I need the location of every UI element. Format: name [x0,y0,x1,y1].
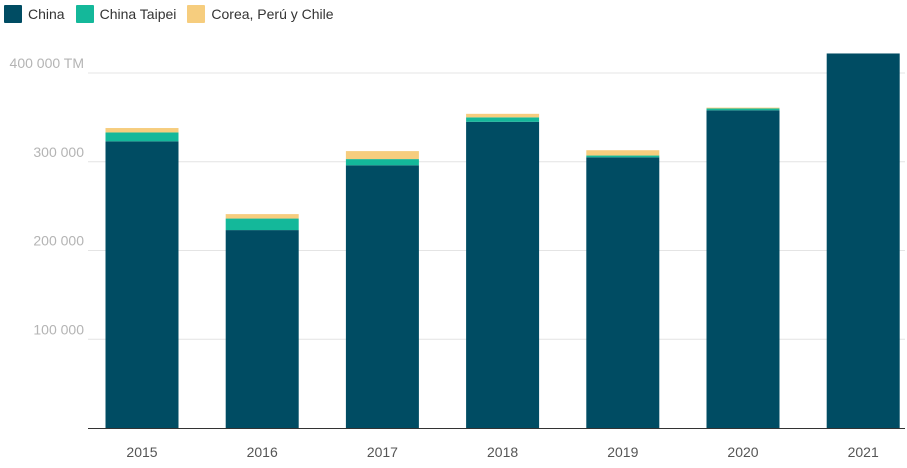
y-tick-label: 300 000 [33,144,84,160]
legend-item-corea-peru-chile: Corea, Perú y Chile [187,5,334,23]
bar-segment [345,165,419,429]
bar-segment [466,121,540,428]
bar-segment [105,141,179,428]
x-tick-label: 2020 [727,444,758,460]
bar-segment [225,218,299,231]
x-tick-label: 2018 [487,444,518,460]
bar-segment [225,214,299,219]
bar-segment [706,110,780,429]
legend-swatch-china [4,5,22,23]
legend-swatch-corea-peru-chile [187,5,206,23]
bar-segment [345,159,419,166]
bar-segment [225,230,299,428]
x-tick-label: 2016 [247,444,278,460]
bar-segment [586,150,660,156]
bar-segment [105,128,179,133]
bar-segment [466,113,540,118]
bar-segment [706,108,780,111]
bar-segment [345,151,419,160]
x-tick-label: 2017 [367,444,398,460]
bar-segment [466,117,540,122]
legend-item-china: China [4,5,65,23]
bar-segment [105,132,179,142]
x-tick-label: 2019 [607,444,638,460]
y-tick-label: 400 000 TM [10,55,84,71]
bar-segment [706,107,780,109]
legend-swatch-china-taipei [75,5,94,23]
legend-label-china-taipei: China Taipei [99,6,177,22]
bar-segment [586,157,660,428]
y-tick-label: 100 000 [33,321,84,337]
legend: China China Taipei Corea, Perú y Chile [4,5,345,23]
x-tick-label: 2021 [848,444,879,460]
bar-segment [586,155,660,158]
legend-label-corea-peru-chile: Corea, Perú y Chile [211,6,334,22]
bar-segment [826,53,900,428]
y-tick-label: 200 000 [33,233,84,249]
legend-label-china: China [28,6,65,22]
x-tick-label: 2015 [126,444,157,460]
legend-item-china-taipei: China Taipei [75,5,177,23]
